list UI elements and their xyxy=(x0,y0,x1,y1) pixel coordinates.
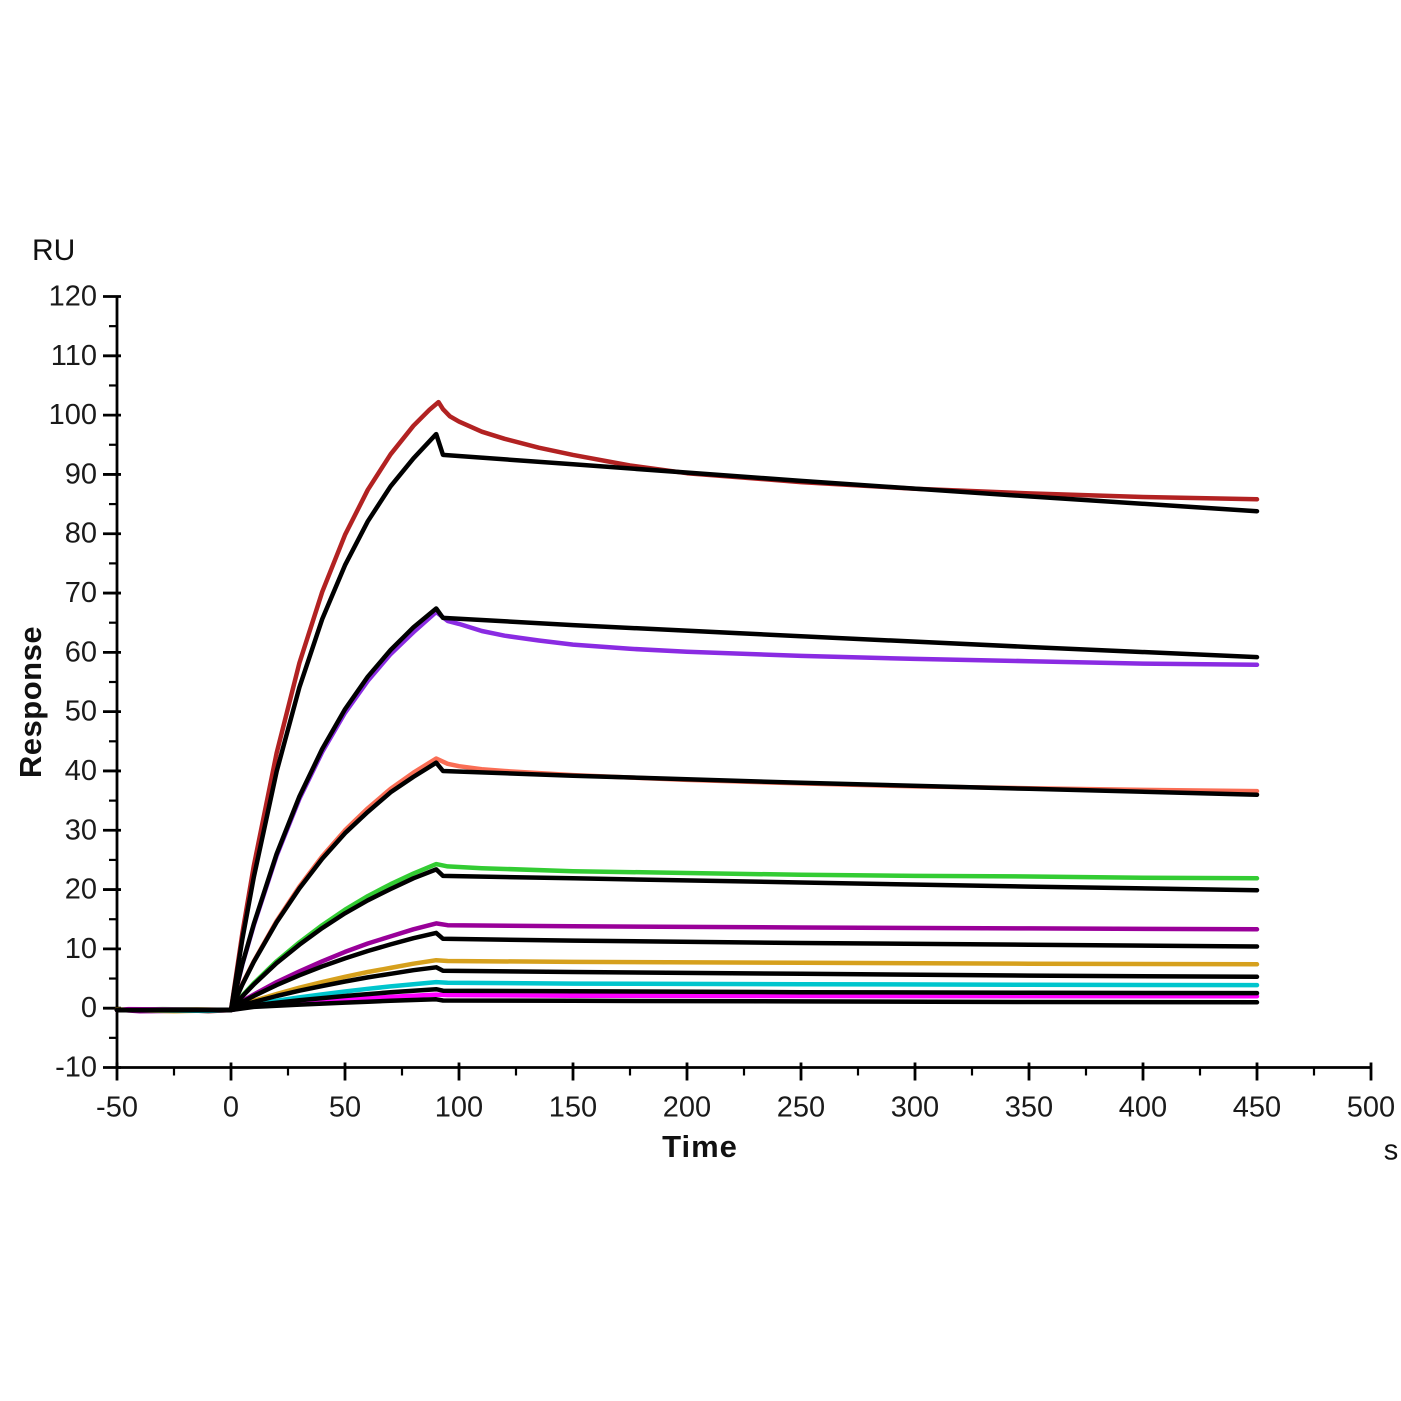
x-axis-tick-label: 50 xyxy=(329,1092,361,1124)
y-axis-unit-label: RU xyxy=(32,234,76,267)
series-fit-7 xyxy=(114,986,1260,1013)
y-axis-tick-label: 50 xyxy=(65,696,97,728)
y-axis-tick-label: 60 xyxy=(65,636,97,668)
x-axis-tick-label: 300 xyxy=(891,1092,939,1124)
series-sensorgram-1-highest-concentration xyxy=(114,399,1260,1014)
y-axis-title: Response xyxy=(13,625,48,779)
x-axis-tick-label: 400 xyxy=(1119,1092,1167,1124)
y-axis-tick-label: 90 xyxy=(65,458,97,490)
series-fit-1 xyxy=(114,431,1260,1013)
series-fit-8 xyxy=(114,997,1260,1013)
x-axis-title: Time xyxy=(662,1129,738,1164)
y-axis-tick-label: 100 xyxy=(49,399,97,431)
x-axis-tick-label: 500 xyxy=(1347,1092,1395,1124)
y-axis-tick-label: -10 xyxy=(55,1052,97,1084)
x-axis-tick-label: 250 xyxy=(777,1092,825,1124)
x-axis-tick-label: 350 xyxy=(1005,1092,1053,1124)
x-axis-unit-label: s xyxy=(1383,1134,1399,1167)
y-axis-tick-label: 0 xyxy=(81,992,97,1024)
y-axis-tick-label: 20 xyxy=(65,874,97,906)
y-axis-tick-label: 110 xyxy=(51,340,97,372)
y-axis-tick-label: 80 xyxy=(65,518,97,550)
series-fit-5 xyxy=(114,930,1260,1013)
y-axis-tick-label: 70 xyxy=(65,577,97,609)
series-fit-3 xyxy=(114,760,1260,1013)
y-axis-tick-label: 40 xyxy=(65,755,97,787)
x-axis-tick-label: -50 xyxy=(96,1092,138,1124)
x-axis-tick-label: 0 xyxy=(223,1092,239,1124)
x-axis-tick-label: 100 xyxy=(435,1092,483,1124)
x-axis-tick-label: 150 xyxy=(549,1092,597,1124)
series-fit-6 xyxy=(114,965,1260,1013)
y-axis-tick-label: 120 xyxy=(49,281,97,313)
series-fit-4 xyxy=(114,867,1260,1013)
y-axis-tick-label: 30 xyxy=(65,814,97,846)
x-axis-tick-label: 450 xyxy=(1233,1092,1281,1124)
series-fit-2 xyxy=(114,606,1260,1013)
x-axis-tick-label: 200 xyxy=(663,1092,711,1124)
y-axis-tick-label: 10 xyxy=(65,933,97,965)
